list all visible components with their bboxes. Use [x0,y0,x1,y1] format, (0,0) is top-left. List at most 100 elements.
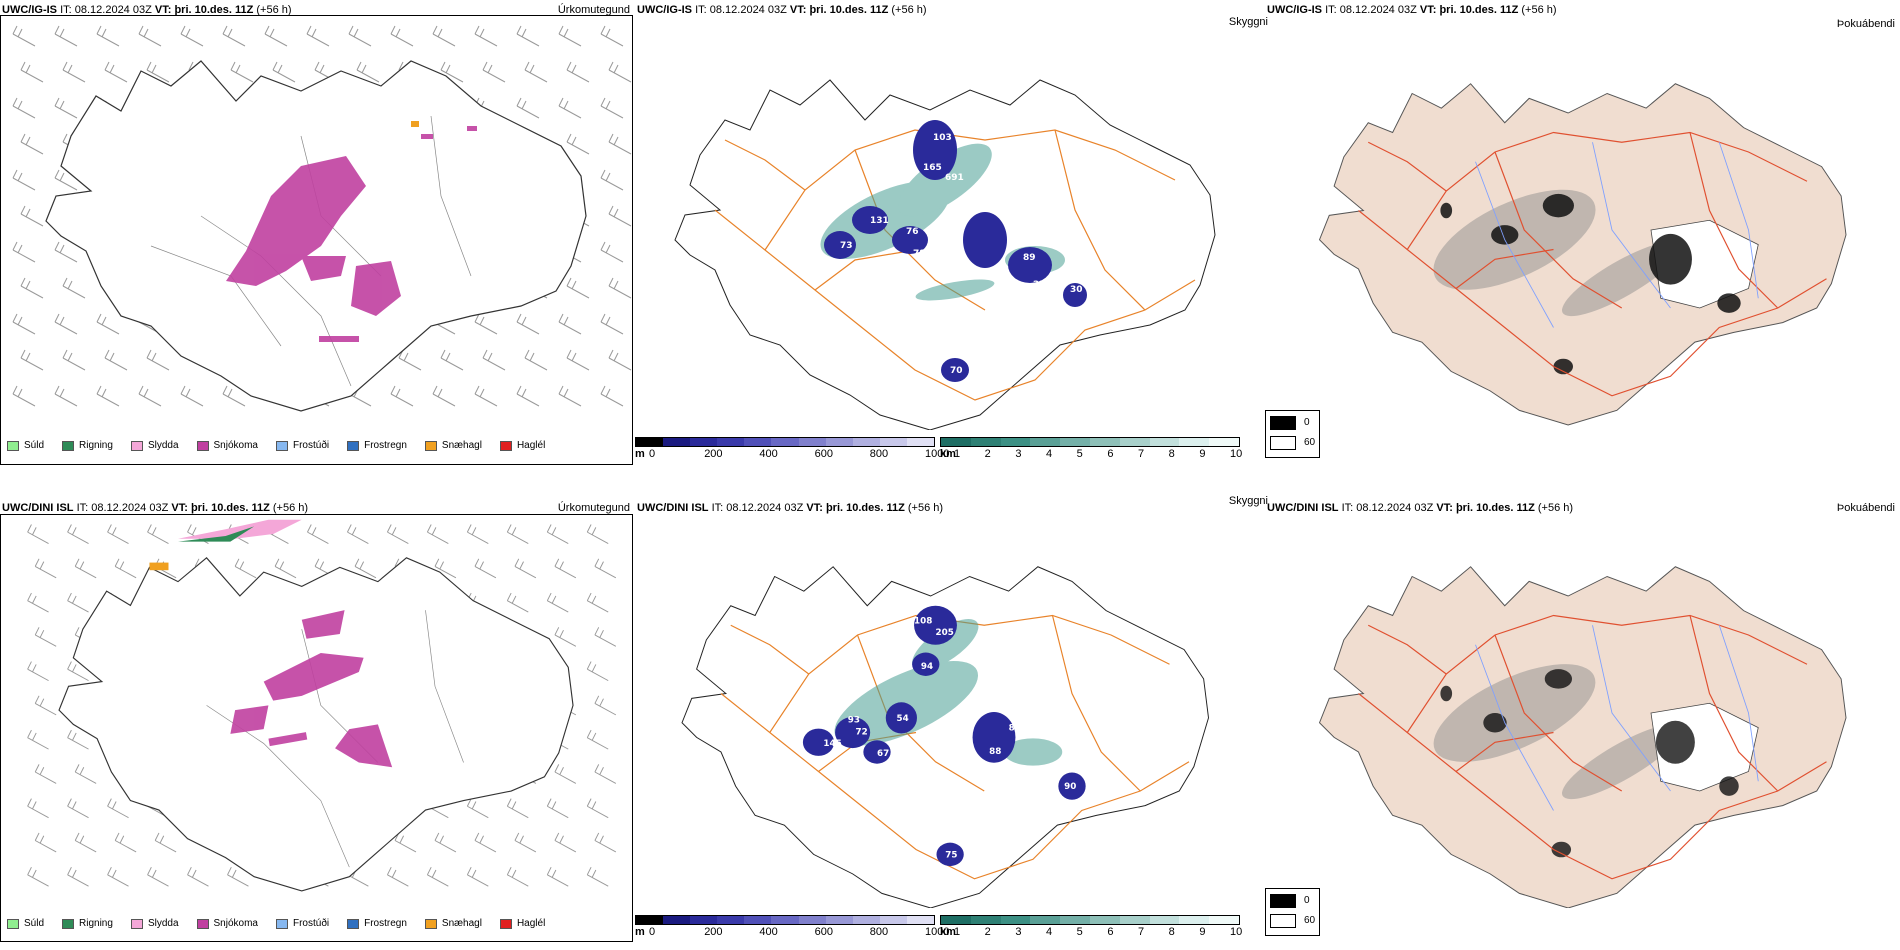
wind-barb-icon [466,866,489,887]
ceiling-value-label: 75 [945,850,957,860]
wind-barb-icon [432,385,456,407]
legend-swatch [62,918,75,929]
panel-type: Skyggni [1228,16,1268,28]
colorbar-step [1030,438,1061,446]
wind-barb-icon [67,729,89,750]
wind-barb-icon [524,349,548,371]
ceiling-colorbar [635,437,935,447]
wind-barb-icon [594,627,617,647]
ceiling-value-label: 691 [945,173,964,183]
wind-barb-icon [482,349,506,371]
wind-barb-icon [466,524,489,544]
wind-barb-icon [96,25,120,47]
legend-swatch [196,440,209,451]
wind-barb-icon [558,313,582,335]
ceiling-value-label: 89 [1009,724,1021,734]
wind-barb-icon [74,832,97,853]
wind-barb-icon [54,241,78,263]
legend-swatch [424,918,437,929]
colorbar-tick-label: 10 [1230,926,1243,938]
wind-barb-icon [514,558,537,579]
wind-barb-icon [608,349,632,371]
ceiling-value-label: 94 [921,662,933,672]
colorbar-tick-label: 5 [1076,926,1083,938]
ceiling-value-label: 93 [848,716,860,726]
colorbar-tick-label: 400 [759,448,778,460]
legend-swatch [7,440,19,451]
wind-barb-icon [434,832,457,853]
fog-legend: 0 60 [1265,888,1320,936]
wind-barb-icon [566,61,590,83]
fog-legend-label: 60 [1304,915,1316,926]
fog-legend-label: 0 [1304,895,1310,906]
wind-barb-icon [586,729,609,750]
panel-header: UWC/DINI ISL IT: 08.12.2024 03Z VT: þri.… [637,502,944,514]
colorbar-tick-label: 8 [1168,448,1175,460]
wind-barb-icon [74,558,97,579]
wind-barb-icon [386,524,409,544]
wind-barb-icon [347,524,369,544]
wind-barb-icon [558,97,582,119]
visibility-colorbar [940,437,1240,447]
colorbar-step [1119,438,1150,446]
colorbar-step [744,438,772,446]
wind-barb-icon [554,558,577,579]
wind-barb-icon [506,524,529,544]
colorbar-step [1179,916,1210,924]
wind-barb-icon [600,25,624,47]
panel-header: UWC/IG-IS IT: 08.12.2024 03Z VT: þri. 10… [637,4,927,16]
wind-barb-icon [586,592,609,613]
colorbar-step [941,438,971,446]
wind-barb-icon [386,866,409,887]
wind-barb-icon [586,661,609,682]
wind-barb-icon [54,313,78,335]
ceiling-value-label: 145 [823,739,841,749]
wind-barb-icon [138,25,162,47]
ceiling-areas [802,605,1086,867]
legend-swatch [499,918,512,929]
wind-barb-icon [62,61,86,83]
fog-shading [1433,664,1682,800]
visibility-colorbar [940,915,1240,925]
legend-swatch [347,918,360,929]
ceiling-areas [824,120,1087,382]
wind-barb-icon [546,524,569,544]
wind-barb-icon [558,25,582,47]
fog-legend-swatch [1270,436,1296,450]
colorbar-tick-label: 7 [1138,926,1145,938]
wind-barb-icon [222,385,246,407]
wind-barb-icon [608,277,632,299]
wind-barb-icon [107,524,129,544]
wind-barb-icon [264,25,288,47]
wind-barb-icon [104,61,128,83]
ceiling-value-label: 131 [870,216,889,226]
wind-barb-icon [146,61,170,83]
snow-areas [226,126,477,342]
wind-barb-icon [54,97,78,119]
ceiling-value-label: 78 [827,260,840,270]
ceiling-unit: m [635,448,645,460]
wind-barb-icon [514,832,537,853]
ceiling-unit: m [635,926,645,938]
wind-barb-icon [466,798,489,819]
wind-barb-icon [27,524,49,544]
roads [1358,614,1827,880]
colorbar-tick-label: 1 [954,448,961,460]
colorbar-tick-label: 1000 [925,448,950,460]
wind-barb-icon [440,61,464,83]
wind-barb-icon [524,61,548,83]
wind-barb-icon [600,313,624,335]
wind-barb-icon [27,866,49,887]
legend-item-sleet: Slydda [130,440,179,451]
wind-barb-icon [566,349,590,371]
panel-type: Úrkomutegund [557,502,630,514]
colorbar-tick-label: 3 [1015,926,1022,938]
fog-dark-areas [1440,669,1739,858]
wind-barb-icon [516,313,540,335]
colorbar-step [1060,916,1090,924]
wind-barb-icon [27,729,49,750]
legend-item-hail: Haglél [499,440,545,451]
colorbar-tick-label: 2 [984,926,991,938]
legend-swatch [196,918,209,929]
wind-barb-icon [348,25,372,47]
